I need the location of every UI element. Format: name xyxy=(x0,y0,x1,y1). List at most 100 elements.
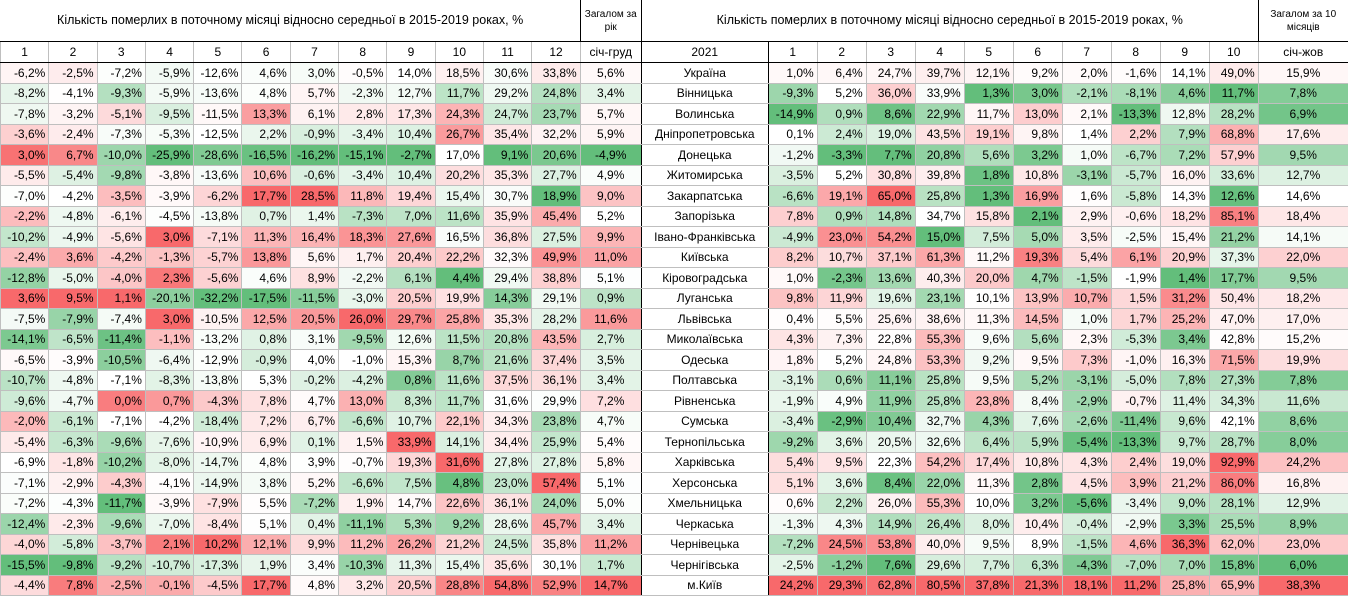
year-total-cell: 4,7% xyxy=(579,410,642,432)
value-cell: -20,1% xyxy=(144,287,195,309)
value-cell: 0,9% xyxy=(816,103,867,125)
value-cell: -6,4% xyxy=(144,349,195,371)
period-total-cell: 16,8% xyxy=(1257,472,1348,494)
region-header: 2021 xyxy=(640,41,769,63)
value-cell: 5,3% xyxy=(386,513,436,535)
value-cell: 5,5% xyxy=(241,492,291,514)
value-cell: 1,3% xyxy=(963,82,1014,104)
region-row: -2,0% -6,1% -7,1% -4,2% -18,4% 7,2% 6,7% -6,6% 1… xyxy=(0,410,1348,432)
value-cell: 14,7% xyxy=(386,492,436,514)
value-cell: -9,8% xyxy=(96,164,146,186)
value-cell: 16,5% xyxy=(434,226,484,248)
value-cell: 20,5% xyxy=(865,431,916,453)
value-cell: 22,9% xyxy=(914,103,965,125)
value-cell: 9,2% xyxy=(963,349,1014,371)
value-cell: 18,1% xyxy=(1061,574,1112,596)
value-cell: 20,2% xyxy=(434,164,484,186)
value-cell: -11,5% xyxy=(289,287,340,309)
value-cell: 28,2% xyxy=(1208,103,1259,125)
year-total-cell: 3,4% xyxy=(579,82,642,104)
value-cell: 24,5% xyxy=(482,533,533,555)
value-cell: 5,2% xyxy=(1012,369,1063,391)
region-row: -12,8% -5,0% -4,0% 2,3% -5,6% 4,6% 8,9% -2,2% 6,… xyxy=(0,267,1348,289)
value-cell: 25,8% xyxy=(914,390,965,412)
value-cell: 5,6% xyxy=(1012,328,1063,350)
value-cell: 4,7% xyxy=(289,390,340,412)
value-cell: -1,3% xyxy=(144,246,195,268)
value-cell: 9,5% xyxy=(816,451,867,473)
value-cell: 42,8% xyxy=(1208,328,1259,350)
value-cell: 2,0% xyxy=(1061,62,1112,84)
value-cell: 7,2% xyxy=(241,410,291,432)
value-cell: 3,0% xyxy=(144,308,195,330)
value-cell: 37,8% xyxy=(963,574,1014,596)
value-cell: 9,6% xyxy=(963,328,1014,350)
region-row: -15,5% -9,8% -9,2% -10,7% -17,3% 1,9% 3,4% -10,… xyxy=(0,554,1348,576)
value-cell: 34,3% xyxy=(482,410,533,432)
period-total-cell: 11,6% xyxy=(1257,390,1348,412)
value-cell: 5,6% xyxy=(289,246,340,268)
year-total-cell: 5,6% xyxy=(579,62,642,84)
value-cell: 3,2% xyxy=(1012,144,1063,166)
value-cell: -10,7% xyxy=(0,369,50,391)
value-cell: 35,3% xyxy=(482,308,533,330)
value-cell: 2,8% xyxy=(1012,472,1063,494)
value-cell: 86,0% xyxy=(1208,472,1259,494)
value-cell: 3,2% xyxy=(338,574,388,596)
value-cell: 1,9% xyxy=(338,492,388,514)
value-cell: 4,6% xyxy=(1110,533,1161,555)
region-name: Житомирська xyxy=(640,164,769,186)
year-total-cell: 5,1% xyxy=(579,472,642,494)
value-cell: -7,3% xyxy=(338,205,388,227)
value-cell: 7,6% xyxy=(865,554,916,576)
left-total-sub: січ-груд xyxy=(579,41,642,63)
value-cell: 3,0% xyxy=(0,144,50,166)
value-cell: 6,1% xyxy=(386,267,436,289)
value-cell: -9,3% xyxy=(96,82,146,104)
value-cell: -18,4% xyxy=(193,410,243,432)
value-cell: 11,2% xyxy=(963,246,1014,268)
period-total-cell: 14,1% xyxy=(1257,226,1348,248)
value-cell: 8,9% xyxy=(289,267,340,289)
month-label: 7 xyxy=(289,41,340,63)
value-cell: 17,0% xyxy=(434,144,484,166)
value-cell: 27,8% xyxy=(482,451,533,473)
value-cell: 2,4% xyxy=(1110,451,1161,473)
value-cell: 27,3% xyxy=(1208,369,1259,391)
value-cell: -1,2% xyxy=(816,554,867,576)
value-cell: 13,3% xyxy=(241,103,291,125)
value-cell: 28,5% xyxy=(289,185,340,207)
value-cell: 11,5% xyxy=(434,328,484,350)
value-cell: 1,7% xyxy=(338,246,388,268)
value-cell: 25,8% xyxy=(914,369,965,391)
region-name: Миколаївська xyxy=(640,328,769,350)
region-row: -7,2% -4,3% -11,7% -3,9% -7,9% 5,5% -7,2% 1,9% 1… xyxy=(0,492,1348,514)
value-cell: -13,3% xyxy=(1110,103,1161,125)
value-cell: 20,8% xyxy=(482,328,533,350)
right-title: Кількість померлих в поточному місяці ві… xyxy=(641,0,1259,42)
value-cell: 11,3% xyxy=(963,472,1014,494)
value-cell: 68,8% xyxy=(1208,123,1259,145)
month-label: 9 xyxy=(1159,41,1210,63)
value-cell: 18,9% xyxy=(531,185,581,207)
month-label: 3 xyxy=(96,41,146,63)
value-cell: 11,7% xyxy=(963,103,1014,125)
value-cell: 7,8% xyxy=(767,205,818,227)
value-cell: 14,9% xyxy=(865,513,916,535)
value-cell: 32,2% xyxy=(531,123,581,145)
value-cell: 5,2% xyxy=(289,472,340,494)
region-name: Україна xyxy=(640,62,769,84)
value-cell: -7,1% xyxy=(0,472,50,494)
value-cell: 24,8% xyxy=(531,82,581,104)
value-cell: -6,6% xyxy=(338,410,388,432)
value-cell: 35,8% xyxy=(531,533,581,555)
value-cell: 62,8% xyxy=(865,574,916,596)
value-cell: -6,9% xyxy=(0,451,50,473)
value-cell: 2,1% xyxy=(1012,205,1063,227)
period-total-cell: 22,0% xyxy=(1257,246,1348,268)
value-cell: 1,1% xyxy=(96,287,146,309)
value-cell: 11,9% xyxy=(865,390,916,412)
value-cell: 10,8% xyxy=(1012,451,1063,473)
value-cell: -3,7% xyxy=(96,533,146,555)
value-cell: -4,0% xyxy=(0,533,50,555)
